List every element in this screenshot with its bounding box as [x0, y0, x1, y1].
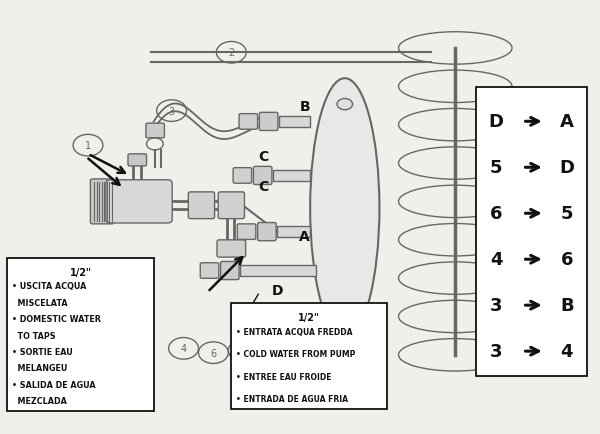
- FancyBboxPatch shape: [237, 224, 256, 240]
- Text: D: D: [488, 113, 503, 131]
- Text: • SALIDA DE AGUA: • SALIDA DE AGUA: [12, 380, 96, 389]
- Circle shape: [337, 306, 353, 318]
- FancyBboxPatch shape: [257, 223, 276, 241]
- FancyBboxPatch shape: [476, 88, 587, 377]
- FancyBboxPatch shape: [128, 155, 146, 167]
- Text: B: B: [560, 296, 574, 315]
- Text: MEZCLADA: MEZCLADA: [12, 396, 67, 405]
- FancyBboxPatch shape: [239, 115, 257, 130]
- Text: 5: 5: [490, 159, 502, 177]
- FancyBboxPatch shape: [146, 124, 164, 138]
- FancyBboxPatch shape: [259, 113, 278, 131]
- Text: 4: 4: [490, 250, 502, 269]
- Text: TO TAPS: TO TAPS: [12, 331, 56, 340]
- Text: A: A: [560, 113, 574, 131]
- Text: 1/2": 1/2": [70, 267, 92, 277]
- Text: • DOMESTIC WATER: • DOMESTIC WATER: [12, 315, 101, 323]
- Text: 1/2": 1/2": [298, 313, 320, 323]
- Text: • ENTRATA ACQUA FREDDA: • ENTRATA ACQUA FREDDA: [236, 327, 353, 336]
- Text: • ENTRADA DE AGUA FRIA: • ENTRADA DE AGUA FRIA: [236, 394, 348, 403]
- FancyBboxPatch shape: [253, 167, 272, 185]
- Text: 3: 3: [169, 106, 175, 116]
- FancyBboxPatch shape: [221, 262, 239, 280]
- Text: 2: 2: [228, 48, 235, 58]
- FancyBboxPatch shape: [240, 266, 316, 276]
- Circle shape: [337, 99, 353, 111]
- Text: 5: 5: [560, 205, 573, 223]
- Text: 6: 6: [560, 250, 573, 269]
- FancyBboxPatch shape: [218, 192, 244, 219]
- Text: 6: 6: [490, 205, 502, 223]
- Text: C: C: [258, 150, 268, 164]
- Text: • USCITA ACQUA: • USCITA ACQUA: [12, 282, 86, 291]
- FancyBboxPatch shape: [279, 117, 310, 128]
- Text: • ENTREE EAU FROIDE: • ENTREE EAU FROIDE: [236, 372, 332, 381]
- FancyBboxPatch shape: [106, 181, 172, 224]
- Text: 4: 4: [181, 344, 187, 354]
- Text: • COLD WATER FROM PUMP: • COLD WATER FROM PUMP: [236, 349, 355, 358]
- FancyBboxPatch shape: [232, 303, 386, 409]
- Text: 1: 1: [85, 141, 91, 151]
- Text: 3: 3: [490, 296, 502, 315]
- Ellipse shape: [310, 79, 379, 338]
- Text: D: D: [559, 159, 574, 177]
- FancyBboxPatch shape: [233, 168, 251, 184]
- FancyBboxPatch shape: [91, 180, 114, 224]
- FancyBboxPatch shape: [273, 171, 310, 181]
- FancyBboxPatch shape: [277, 227, 310, 237]
- Text: 6: 6: [211, 348, 217, 358]
- Text: 4: 4: [560, 342, 573, 360]
- Text: 5: 5: [240, 346, 247, 356]
- Text: A: A: [299, 230, 310, 243]
- FancyBboxPatch shape: [7, 258, 154, 411]
- Text: MELANGEU: MELANGEU: [12, 364, 68, 373]
- FancyBboxPatch shape: [200, 263, 219, 279]
- Text: D: D: [272, 283, 283, 297]
- FancyBboxPatch shape: [188, 192, 215, 219]
- Text: 3: 3: [490, 342, 502, 360]
- Text: MISCELATA: MISCELATA: [12, 298, 68, 307]
- Text: B: B: [299, 100, 310, 114]
- Text: • SORTIE EAU: • SORTIE EAU: [12, 347, 73, 356]
- FancyBboxPatch shape: [217, 240, 245, 257]
- Text: C: C: [258, 180, 268, 194]
